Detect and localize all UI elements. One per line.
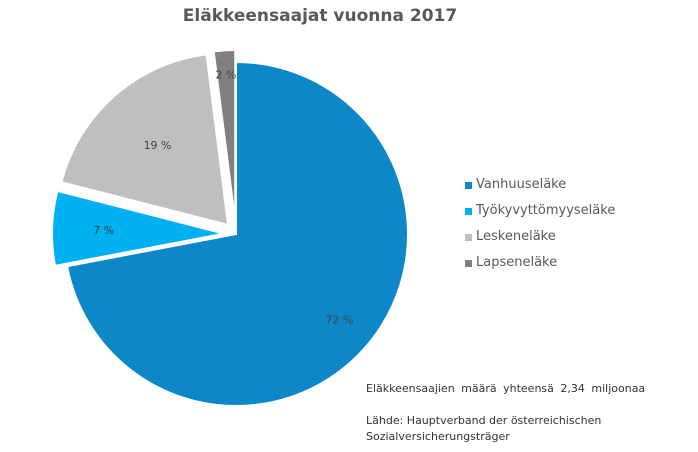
total-note: Eläkkeensaajien määrä yhteensä 2,34 milj… [366, 382, 646, 395]
slice-vanhuuselake [65, 60, 409, 407]
legend-label: Lapseneläke [476, 255, 558, 270]
legend: Vanhuuseläke Työkyvyttömyyseläke Leskene… [465, 172, 615, 276]
legend-swatch [465, 233, 472, 241]
pie-data-labels: 72 % 7 % 19 % 2 % [93, 68, 353, 326]
slice-leskenelake [60, 53, 230, 227]
legend-label: Leskeneläke [476, 229, 556, 244]
pie-slices [51, 49, 409, 407]
legend-item-vanhuuselake: Vanhuuseläke [465, 172, 615, 198]
legend-item-tyokyvyttomyyselake: Työkyvyttömyyseläke [465, 198, 615, 224]
chart-title: Eläkkeensaajat vuonna 2017 [182, 6, 458, 26]
slice-lapsenelake [212, 49, 237, 223]
legend-swatch [465, 207, 472, 215]
source-note-line1: Lähde: Hauptverband der österreichischen [366, 414, 602, 427]
data-label-tyokyvyttomyyselake: 7 % [93, 224, 114, 237]
legend-item-leskenelake: Leskeneläke [465, 224, 615, 250]
data-label-leskenelake: 19 % [144, 139, 172, 152]
legend-swatch [465, 181, 472, 189]
slice-tyokyvyttomyyselake [51, 189, 225, 268]
data-label-lapsenelake: 2 % [215, 68, 236, 81]
legend-item-lapsenelake: Lapseneläke [465, 250, 615, 276]
data-label-vanhuuselake: 72 % [325, 314, 353, 327]
legend-label: Vanhuuseläke [476, 177, 567, 192]
legend-swatch [465, 259, 472, 267]
source-note-line2: Sozialversicherungsträger [366, 430, 510, 443]
legend-label: Työkyvyttömyyseläke [476, 203, 616, 218]
